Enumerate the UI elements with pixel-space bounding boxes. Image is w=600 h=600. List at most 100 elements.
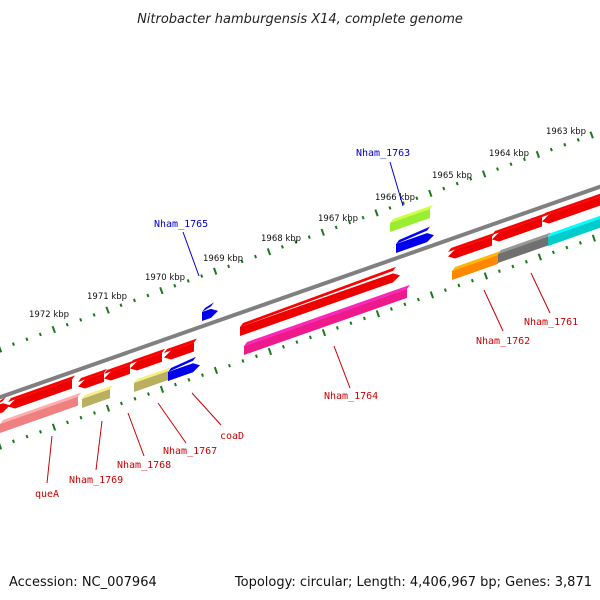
lower-ruler-dot: [79, 415, 83, 420]
gene-label-nham-1763: Nham_1763: [356, 148, 410, 159]
upper-ruler-dot: [455, 181, 459, 186]
lower-ruler-dot: [403, 302, 407, 307]
upper-ruler-dot: [11, 342, 15, 346]
tick-label-1972: 1972 kbp: [29, 310, 69, 320]
upper-ruler-dot: [563, 142, 567, 147]
lower-ruler-dot: [470, 278, 474, 283]
callout-nham-1764: [333, 345, 351, 389]
lower-ruler-dot: [457, 283, 461, 288]
gene-label-nham-1767: Nham_1767: [163, 446, 217, 457]
lower-ruler-dot: [200, 373, 204, 377]
upper-ruler-dot: [38, 332, 42, 337]
lower-ruler-dot: [281, 344, 285, 349]
gene-nham-1764-red-body: [240, 273, 400, 336]
gene-label-nham-1762: Nham_1762: [476, 336, 530, 347]
gene-nham-1761-gray: [498, 232, 551, 263]
gene-left-red: [0, 396, 10, 414]
upper-ruler-dot: [334, 225, 338, 230]
gene-coad-red-body: [164, 342, 194, 360]
upper-ruler-dot: [240, 259, 244, 264]
upper-ruler-dot: [0, 346, 3, 353]
gene-quea-pink: [0, 392, 81, 433]
upper-ruler-dot: [146, 293, 150, 298]
upper-ruler-dot: [280, 245, 284, 249]
gene-nham-1767-red-body: [130, 352, 162, 371]
gene-blue-upper-body: [396, 233, 434, 253]
gene-nham-1767-olive-top: [134, 367, 171, 383]
callout-lines: [46, 161, 551, 484]
upper-ruler-dot: [213, 267, 218, 275]
accession-text: Accession: NC_007964: [9, 575, 157, 590]
gene-nham-1764-red: [240, 266, 400, 336]
upper-ruler-dot: [589, 131, 594, 139]
lower-ruler-dot: [187, 378, 191, 382]
gene-coad-red-top: [164, 338, 197, 353]
lower-ruler-dot: [416, 297, 420, 302]
lower-ruler-dot: [120, 401, 123, 406]
gene-nham-1768-red-body: [104, 364, 130, 381]
lower-ruler-dot: [308, 335, 312, 340]
gene-nham-1764-magenta-body: [244, 288, 407, 355]
gene-label-nham-1765: Nham_1765: [154, 219, 208, 230]
callout-quea: [46, 435, 53, 484]
gene-nham-1767-olive-body: [134, 371, 168, 392]
tick-label-1969: 1969 kbp: [203, 254, 243, 264]
callout-nham-1763: [389, 161, 404, 207]
lower-ruler-dot: [565, 245, 569, 250]
gene-quea-red-body: [8, 379, 72, 409]
gene-nham-1761-red-body: [492, 217, 542, 242]
tick-label-1968: 1968 kbp: [261, 234, 301, 244]
lower-ruler-dot: [497, 269, 501, 274]
upper-ruler-dot: [173, 283, 177, 288]
gene-quea-red-top: [8, 375, 75, 402]
gene-coad-blue: [168, 356, 200, 381]
gene-nham-1768-red2-top: [78, 368, 107, 382]
lower-ruler-dot: [335, 326, 339, 330]
gene-left-red-top: [0, 396, 6, 403]
callout-nham-1762: [483, 289, 504, 332]
lower-ruler-dot: [241, 359, 245, 363]
gene-nham-1762-red-top: [448, 232, 495, 252]
gene-right-cyan-top: [548, 215, 600, 237]
upper-ruler-dot: [65, 322, 69, 327]
callout-nham-1765: [182, 231, 200, 277]
lower-ruler-dot: [159, 385, 165, 393]
gene-nham-1761-gray-body: [498, 236, 548, 263]
lower-ruler-dot: [443, 288, 447, 292]
upper-ruler-dot: [496, 167, 500, 171]
gene-nham-1767-red-top: [130, 348, 165, 364]
lower-ruler-dot: [551, 250, 555, 255]
upper-ruler-dot: [401, 201, 405, 205]
upper-ruler-dot: [132, 298, 136, 303]
upper-ruler-dot: [79, 317, 83, 322]
genome-backbone: [0, 184, 600, 400]
upper-ruler-dot: [509, 162, 513, 167]
gene-nham-1768-red2-body: [78, 372, 104, 389]
upper-ruler-dot: [361, 215, 365, 220]
lower-ruler-dot: [267, 347, 273, 356]
tick-label-1966: 1966 kbp: [375, 193, 415, 203]
lower-ruler-dot: [25, 434, 29, 439]
tick-label-1964: 1964 kbp: [489, 149, 529, 159]
lower-ruler-dot: [51, 423, 57, 431]
lower-ruler-dot: [429, 291, 435, 299]
upper-ruler-dot: [186, 279, 190, 283]
upper-ruler-dot: [25, 337, 29, 342]
upper-ruler-dot: [549, 147, 553, 152]
gene-nham-1765-feature: [202, 302, 218, 321]
upper-ruler-dot: [348, 220, 352, 225]
gene-nham-1762-orange-body: [452, 254, 498, 280]
upper-ruler-dot: [200, 274, 204, 278]
upper-ruler-dot: [227, 264, 231, 269]
gene-nham-1763-strand: [390, 204, 433, 232]
lower-ruler-dot: [254, 354, 258, 359]
tick-label-1963: 1963 kbp: [546, 127, 586, 137]
gene-nham-1762-red-body: [448, 236, 492, 259]
gene-nham-1764-magenta-top: [244, 284, 410, 346]
lower-ruler-dot: [349, 321, 353, 326]
upper-ruler-dot: [428, 189, 433, 197]
upper-ruler-dot: [469, 176, 473, 181]
lower-ruler-dot: [362, 316, 366, 321]
gene-nham-1761-red-top: [492, 213, 545, 235]
